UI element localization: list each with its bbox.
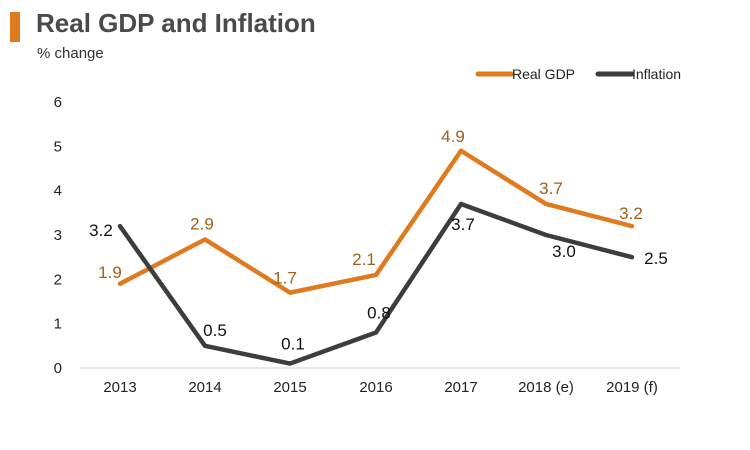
y-tick-label: 1 — [54, 316, 62, 333]
y-tick-label: 0 — [54, 360, 62, 377]
x-tick-label: 2014 — [188, 379, 221, 396]
chart-subtitle: % change — [37, 45, 104, 62]
real-gdp-data-label: 2.9 — [190, 214, 214, 233]
legend-label-real-gdp: Real GDP — [512, 66, 575, 82]
inflation-data-label: 3.2 — [89, 221, 113, 240]
x-tick-label: 2017 — [444, 379, 477, 396]
inflation-data-label: 0.1 — [281, 335, 305, 354]
real-gdp-data-label: 4.9 — [441, 127, 465, 146]
inflation-data-label: 3.0 — [552, 242, 576, 261]
inflation-data-label: 3.7 — [451, 215, 475, 234]
real-gdp-data-label: 1.7 — [273, 269, 297, 288]
inflation-line — [117, 201, 635, 366]
inflation-data-label: 2.5 — [644, 249, 668, 268]
y-tick-label: 5 — [54, 138, 62, 155]
x-tick-label: 2015 — [273, 379, 306, 396]
x-tick-label: 2013 — [103, 379, 136, 396]
chart-title: Real GDP and Inflation — [36, 8, 316, 38]
x-tick-label: 2018 (e) — [518, 379, 574, 396]
y-tick-label: 2 — [54, 271, 62, 288]
real-gdp-line — [117, 148, 635, 295]
real-gdp-data-label: 3.7 — [539, 179, 563, 198]
real-gdp-data-label: 1.9 — [98, 263, 122, 282]
legend-label-inflation: Inflation — [632, 66, 681, 82]
real-gdp-data-label: 2.1 — [352, 250, 376, 269]
inflation-data-label: 0.8 — [367, 304, 391, 323]
inflation-data-label: 0.5 — [203, 321, 227, 340]
y-tick-label: 6 — [54, 94, 62, 111]
x-tick-label: 2019 (f) — [606, 379, 658, 396]
y-tick-label: 3 — [54, 227, 62, 244]
y-tick-label: 4 — [54, 183, 62, 200]
real-gdp-data-label: 3.2 — [619, 204, 643, 223]
title-accent-bar — [10, 12, 20, 42]
x-tick-label: 2016 — [359, 379, 392, 396]
